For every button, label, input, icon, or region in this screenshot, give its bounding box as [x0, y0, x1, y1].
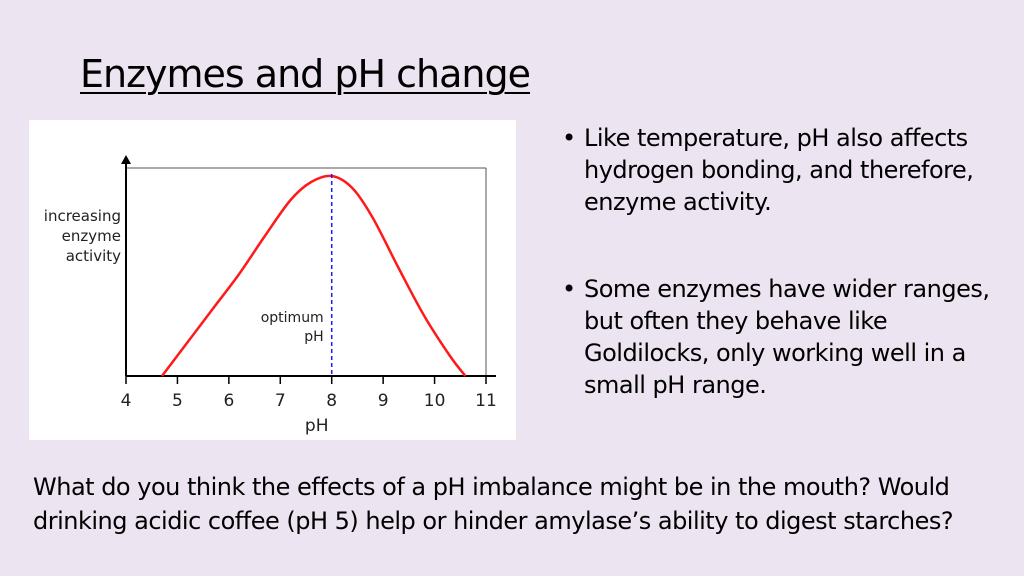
x-tick-label: 5	[172, 391, 183, 411]
bullet-text: Some enzymes have wider ranges, but ofte…	[584, 275, 990, 399]
y-axis-arrow-icon	[121, 155, 131, 164]
bullet-item: • Like temperature, pH also affects hydr…	[560, 122, 1000, 218]
x-tick-label: 11	[475, 391, 497, 411]
optimum-annotation: optimum pH	[261, 310, 324, 345]
bullet-list: • Like temperature, pH also affects hydr…	[560, 122, 1000, 456]
x-tick-label: 10	[424, 391, 446, 411]
x-tick-label: 9	[378, 391, 389, 411]
annotation-line: pH	[304, 329, 323, 345]
discussion-question: What do you think the effects of a pH im…	[33, 473, 954, 535]
bullet-icon: •	[562, 275, 576, 303]
chart-svg: 4 5 6 7 8 9 10 11 pH increasing enzyme activity…	[44, 155, 497, 436]
enzyme-ph-chart: 4 5 6 7 8 9 10 11 pH increasing enzyme activity…	[29, 120, 516, 440]
x-tick-label: 8	[326, 391, 337, 411]
y-axis-label: increasing enzyme activity	[44, 207, 121, 265]
bullet-item: • Some enzymes have wider ranges, but of…	[560, 273, 1000, 401]
x-axis-label: pH	[305, 416, 329, 436]
slide-title: Enzymes and pH change	[80, 52, 531, 96]
y-axis-label-line: activity	[66, 247, 121, 265]
bullet-text: Like temperature, pH also affects hydrog…	[584, 124, 974, 216]
y-axis-label-line: enzyme	[62, 227, 121, 245]
annotation-line: optimum	[261, 310, 324, 326]
y-axis-label-line: increasing	[44, 207, 121, 225]
activity-curve	[161, 174, 467, 377]
bullet-icon: •	[562, 124, 576, 152]
x-tick-label: 4	[121, 391, 132, 411]
x-tick-label: 7	[275, 391, 286, 411]
x-tick-label: 6	[223, 391, 234, 411]
